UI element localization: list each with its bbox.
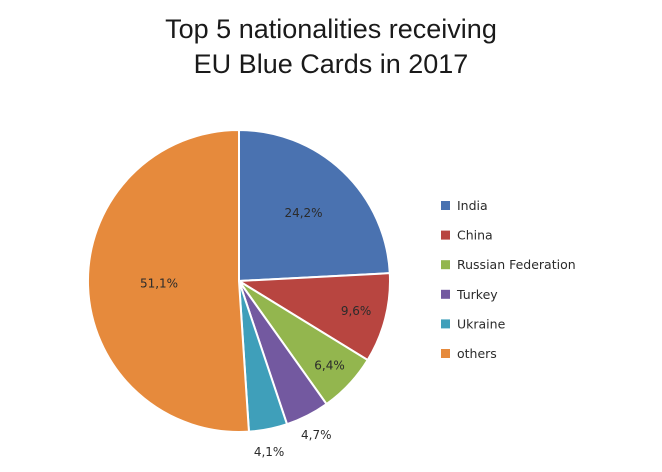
legend-label-china: China — [457, 228, 493, 243]
pie-slice-labels: 24,2% 9,6% 6,4% 4,7% 4,1% 51,1% — [140, 206, 371, 459]
data-label-india: 24,2% — [284, 206, 322, 220]
pie-slice-india — [238, 128, 391, 283]
pie-slice-others — [87, 128, 251, 433]
pie-slice-china — [235, 272, 391, 362]
chart-title-line-1: Top 5 nationalities receiving — [165, 14, 497, 44]
legend-label-india: India — [457, 198, 488, 213]
legend-label-ukraine: Ukraine — [457, 316, 506, 331]
legend-swatch-turkey — [441, 289, 450, 299]
legend-swatch-ukraine — [441, 319, 450, 329]
data-label-others: 51,1% — [140, 277, 178, 291]
data-label-china: 9,6% — [341, 304, 372, 318]
legend-label-russian-federation: Russian Federation — [457, 257, 576, 272]
pie-slices — [87, 128, 391, 433]
legend-swatch-others — [441, 349, 450, 358]
data-label-ukraine: 4,1% — [254, 445, 285, 459]
legend-swatch-india — [441, 201, 450, 210]
data-label-russian-federation: 6,4% — [314, 359, 345, 373]
legend: India China Russian Federation Turkey Ukrain… — [441, 198, 576, 361]
chart-title-line-2: EU Blue Cards in 2017 — [194, 49, 469, 79]
legend-label-turkey: Turkey — [456, 287, 498, 302]
data-label-turkey: 4,7% — [301, 428, 332, 442]
legend-swatch-russian-federation — [441, 260, 450, 270]
legend-label-others: others — [457, 346, 497, 361]
legend-swatch-china — [441, 230, 450, 240]
